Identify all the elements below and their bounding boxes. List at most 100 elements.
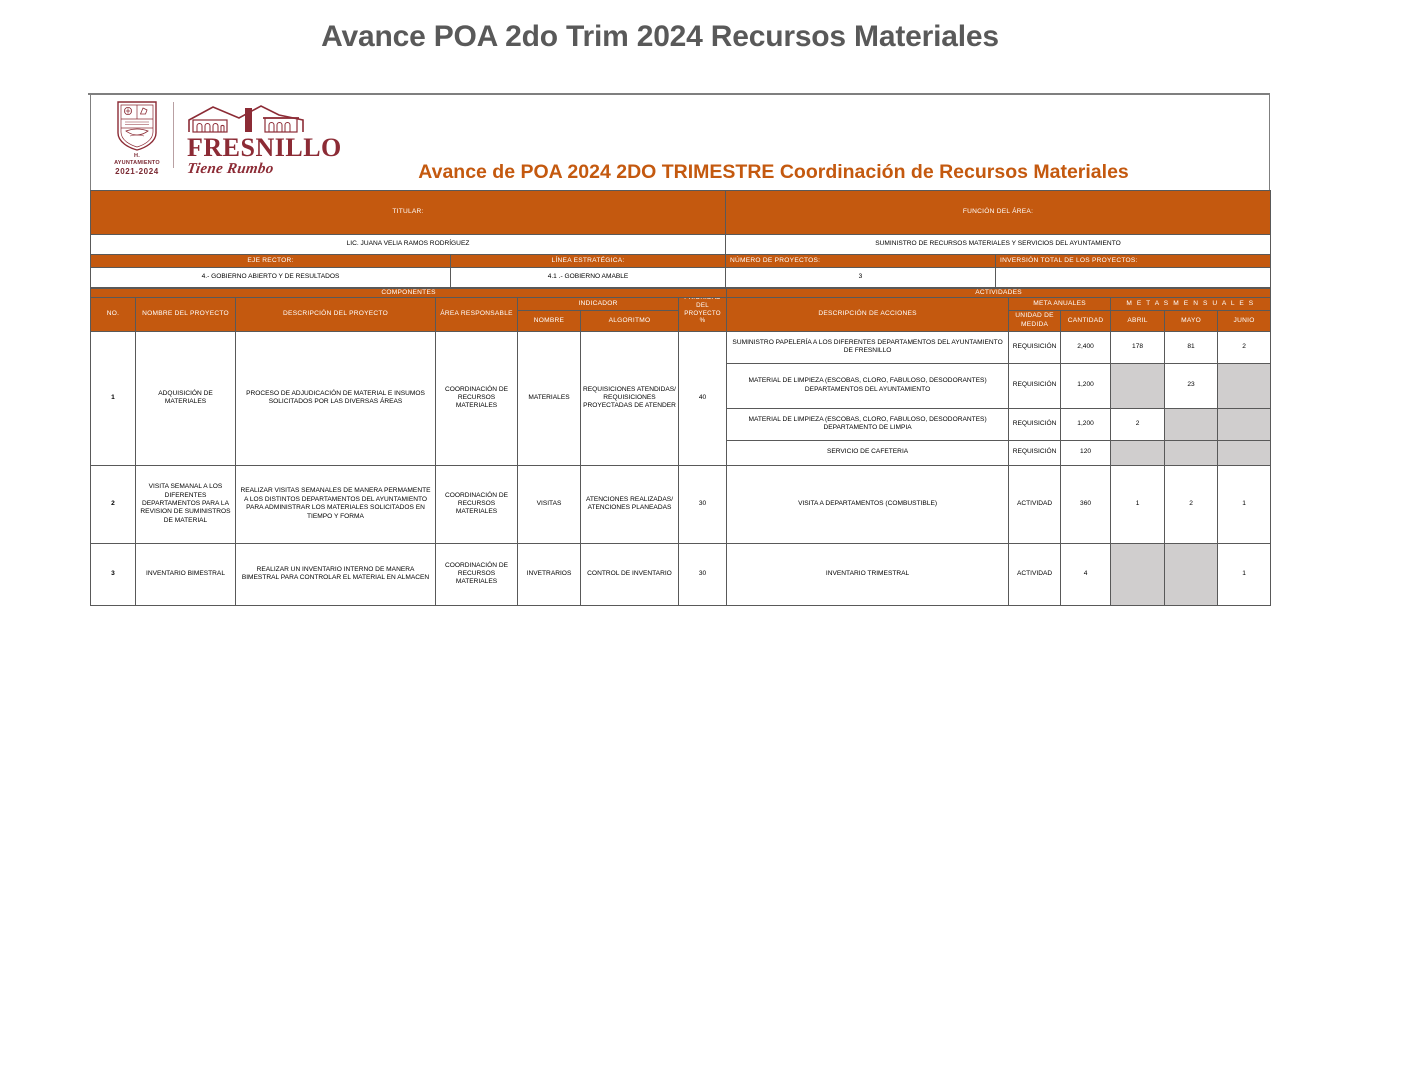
cell-indicador-algoritmo: CONTROL DE INVENTARIO [580, 542, 679, 606]
table-row: 2 VISITA SEMANAL A LOS DIFERENTES DEPARTA… [90, 464, 1272, 544]
cell-cantidad: 1,200 [1060, 407, 1112, 441]
col-abril: ABRIL [1110, 309, 1166, 332]
poa-matrix-body: 1 ADQUISICIÓN DE MATERIALES PROCESO DE ADJ… [90, 330, 1272, 606]
col-descripcion-proyecto: DESCRIPCIÓN DEL PROYECTO [235, 297, 436, 332]
cell-meta-junio [1217, 362, 1272, 409]
aqueduct-icon [188, 105, 304, 133]
poa-matrix-table: COMPONENTES ACTIVIDADES NO. NOMBRE DEL P… [89, 287, 1272, 606]
eje-rector-value: 4.- GOBIERNO ABIERTO Y DE RESULTADOS [90, 267, 451, 288]
cell-project-description: REALIZAR UN INVENTARIO INTERNO DE MANERA… [235, 542, 436, 606]
cell-project-no: 1 [90, 330, 136, 466]
col-meta-anuales-group: META ANUALES [1008, 297, 1112, 311]
col-metas-mensuales-group: M E T A S M E N S U A L E S [1110, 297, 1272, 311]
linea-estrategica-value: 4.1 .- GOBIERNO AMABLE [450, 267, 726, 288]
cell-meta-mayo [1164, 407, 1219, 441]
cell-cantidad: 2,400 [1060, 330, 1112, 364]
cell-meta-junio [1217, 439, 1272, 466]
funcion-area-header: FUNCIÓN DEL ÁREA: [725, 190, 1271, 235]
cell-project-name: ADQUISICIÓN DE MATERIALES [135, 330, 236, 466]
col-indicador-algoritmo: ALGORITMO [580, 309, 679, 332]
cell-meta-junio: 2 [1217, 330, 1272, 364]
actividades-group-header: ACTIVIDADES [726, 287, 1272, 299]
cell-area-responsable: COORDINACIÓN DE RECURSOS MATERIALES [435, 464, 518, 544]
info-header-row: TITULAR: FUNCIÓN DEL ÁREA: [90, 190, 1271, 235]
titular-value: LIC. JUANA VELIA RAMOS RODRÍGUEZ [90, 234, 726, 255]
cell-prioridad: 40 [677, 330, 728, 466]
header-rule [88, 93, 1270, 95]
cell-meta-junio: 1 [1217, 464, 1272, 544]
cell-meta-junio: 1 [1217, 542, 1272, 606]
eje-header-row: EJE RECTOR: LÍNEA ESTRATÉGICA: NÚMERO DE… [90, 254, 1271, 268]
cell-cantidad: 1,200 [1060, 362, 1112, 409]
col-descripcion-acciones: DESCRIPCIÓN DE ACCIONES [726, 297, 1010, 332]
cell-area-responsable: COORDINACIÓN DE RECURSOS MATERIALES [435, 542, 518, 606]
col-indicador-group: INDICADOR [517, 297, 679, 311]
cell-meta-abril: 1 [1110, 464, 1166, 544]
numero-proyectos-header: NÚMERO DE PROYECTOS: [725, 254, 996, 268]
column-group-row: NO. NOMBRE DEL PROYECTO DESCRIPCIÓN DEL … [90, 297, 1272, 332]
cell-project-no: 3 [90, 542, 136, 606]
cell-meta-mayo: 81 [1164, 330, 1219, 364]
linea-estrategica-header: LÍNEA ESTRATÉGICA: [450, 254, 726, 268]
cell-accion-descripcion: INVENTARIO TRIMESTRAL [726, 542, 1010, 606]
cell-meta-abril [1110, 439, 1166, 466]
poa-sheet: H. AYUNTAMIENTO 2021-2024 [89, 95, 1272, 606]
inversion-total-value [995, 267, 1271, 288]
table-row: SERVICIO DE CAFETERIA REQUISICIÓN 120 [91, 439, 1272, 466]
cell-accion-descripcion: VISITA A DEPARTAMENTOS (COMBUSTIBLE) [726, 464, 1010, 544]
cell-project-no: 2 [90, 464, 136, 544]
group-header-row: COMPONENTES ACTIVIDADES [89, 287, 1272, 299]
col-cantidad: CANTIDAD [1060, 309, 1112, 332]
cell-indicador-nombre: VISITAS [517, 464, 581, 544]
crest-caption: H. AYUNTAMIENTO 2021-2024 [114, 153, 160, 176]
cell-meta-mayo [1164, 542, 1219, 606]
cell-indicador-nombre: MATERIALES [517, 330, 581, 466]
sheet-subtitle: Avance de POA 2024 2DO TRIMESTRE Coordin… [418, 161, 1129, 183]
coat-of-arms-icon: H. AYUNTAMIENTO 2021-2024 [111, 100, 163, 177]
cell-indicador-algoritmo: ATENCIONES REALIZADAS/ ATENCIONES PLANEA… [580, 464, 679, 544]
info-table: TITULAR: FUNCIÓN DEL ÁREA: LIC. JUANA VE… [90, 190, 1271, 288]
cell-meta-abril [1110, 362, 1166, 409]
cell-meta-junio [1217, 407, 1272, 441]
fresnillo-brand: FRESNILLO Tiene Rumbo [186, 100, 342, 177]
cell-indicador-nombre: INVETRARIOS [517, 542, 581, 606]
col-prioridad: PRIORIDAD DEL PROYECTO % [677, 297, 728, 332]
col-mayo: MAYO [1164, 309, 1219, 332]
componentes-group-header: COMPONENTES [89, 287, 728, 299]
col-prioridad-label: PRIORIDAD DEL PROYECTO % [684, 297, 721, 325]
cell-project-name: INVENTARIO BIMESTRAL [135, 542, 236, 606]
cell-meta-abril: 2 [1110, 407, 1166, 441]
col-nombre-proyecto: NOMBRE DEL PROYECTO [135, 297, 236, 332]
col-junio: JUNIO [1217, 309, 1272, 332]
col-indicador-nombre: NOMBRE [517, 309, 581, 332]
cell-unidad-medida: REQUISICIÓN [1008, 362, 1062, 409]
col-no: NO. [90, 297, 136, 332]
municipality-logo: H. AYUNTAMIENTO 2021-2024 [111, 100, 342, 177]
eje-rector-header: EJE RECTOR: [90, 254, 451, 268]
cell-indicador-algoritmo: REQUISICIONES ATENDIDAS/ REQUISICIONES P… [580, 330, 679, 466]
cell-meta-mayo: 23 [1164, 362, 1219, 409]
cell-unidad-medida: REQUISICIÓN [1008, 439, 1062, 466]
col-area-responsable: ÁREA RESPONSABLE [435, 297, 518, 332]
cell-accion-descripcion: MATERIAL DE LIMPIEZA (ESCOBAS, CLORO, FA… [726, 362, 1010, 409]
cell-cantidad: 4 [1060, 542, 1112, 606]
cell-accion-descripcion: SUMINISTRO PAPELERÍA A LOS DIFERENTES DE… [726, 330, 1010, 364]
cell-meta-abril: 178 [1110, 330, 1166, 364]
cell-project-description: REALIZAR VISITAS SEMANALES DE MANERA PER… [235, 464, 436, 544]
brand-name: FRESNILLO [187, 133, 342, 162]
cell-accion-descripcion: SERVICIO DE CAFETERIA [726, 439, 1010, 466]
sheet-banner: H. AYUNTAMIENTO 2021-2024 [90, 95, 1270, 190]
cell-unidad-medida: REQUISICIÓN [1008, 407, 1062, 441]
cell-project-description: PROCESO DE ADJUDICACIÓN DE MATERIAL E IN… [235, 330, 436, 466]
page-title: Avance POA 2do Trim 2024 Recursos Materi… [321, 20, 999, 53]
cell-area-responsable: COORDINACIÓN DE RECURSOS MATERIALES [435, 330, 518, 466]
titular-header: TITULAR: [90, 190, 726, 235]
cell-meta-abril [1110, 542, 1166, 606]
cell-meta-mayo: 2 [1164, 464, 1219, 544]
col-unidad-medida: UNIDAD DE MEDIDA [1008, 309, 1062, 332]
cell-cantidad: 360 [1060, 464, 1112, 544]
info-value-row: LIC. JUANA VELIA RAMOS RODRÍGUEZ SUMINIS… [90, 234, 1271, 255]
funcion-area-value: SUMINISTRO DE RECURSOS MATERIALES Y SERV… [725, 234, 1271, 255]
logo-divider [173, 102, 174, 168]
